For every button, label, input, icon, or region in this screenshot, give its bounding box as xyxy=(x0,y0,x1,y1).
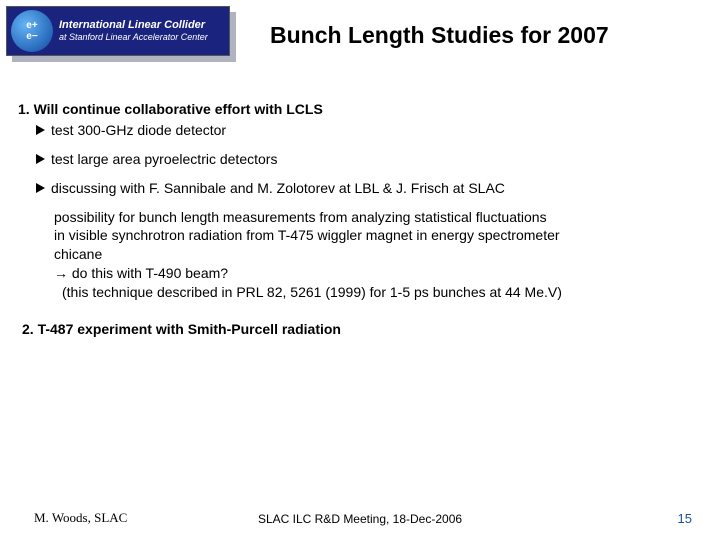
bullet-sub3-line2: possibility for bunch length measurement… xyxy=(54,208,708,227)
footer-page-number: 15 xyxy=(678,511,692,526)
footer-author: M. Woods, SLAC xyxy=(34,510,127,526)
bullet-sub3-line4: chicane xyxy=(54,245,708,264)
logo-line1: International Linear Collider xyxy=(59,19,208,31)
logo-text: International Linear Collider at Stanfor… xyxy=(59,19,208,43)
bullet-sub2: test large area pyroelectric detectors xyxy=(36,150,708,169)
footer: M. Woods, SLAC SLAC ILC R&D Meeting, 18-… xyxy=(0,510,720,526)
bullet-sub3-line3: in visible synchrotron radiation from T-… xyxy=(54,226,708,245)
item2-heading: 2. T-487 experiment with Smith-Purcell r… xyxy=(22,320,708,339)
bullet-sub1: test 300-GHz diode detector xyxy=(36,121,708,140)
bullet-sub3-line1: discussing with F. Sannibale and M. Zolo… xyxy=(36,179,708,198)
logo-eplus: e+ xyxy=(26,20,37,31)
logo-inner: e+ e− International Linear Collider at S… xyxy=(6,6,230,56)
logo-line2: at Stanford Linear Accelerator Center xyxy=(59,31,208,43)
page-title: Bunch Length Studies for 2007 xyxy=(270,22,710,49)
bullet-sub3-paren: (this technique described in PRL 82, 526… xyxy=(62,283,708,302)
content-body: 1. Will continue collaborative effort wi… xyxy=(18,100,708,339)
item1-heading: 1. Will continue collaborative effort wi… xyxy=(18,100,708,119)
logo-circle-icon: e+ e− xyxy=(11,10,53,52)
bullet-sub3-arrow: → do this with T-490 beam? xyxy=(54,264,708,283)
logo-eminus: e− xyxy=(26,31,37,42)
footer-meeting: SLAC ILC R&D Meeting, 18-Dec-2006 xyxy=(258,512,462,526)
logo-block: e+ e− International Linear Collider at S… xyxy=(6,6,236,62)
